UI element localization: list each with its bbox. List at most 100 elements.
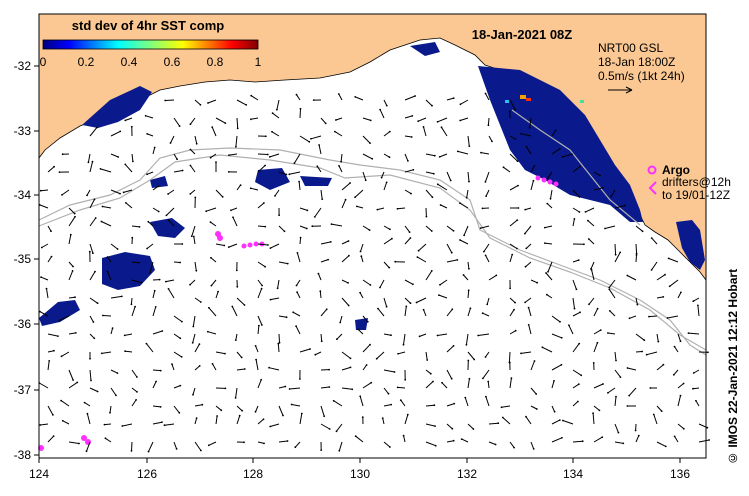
current-vector [446, 97, 454, 101]
current-vector-head [189, 193, 192, 195]
current-vector-head [179, 384, 182, 387]
current-vector-head [354, 196, 356, 199]
current-vector [299, 348, 311, 353]
current-vector-head [601, 436, 604, 439]
current-vector-head [320, 340, 323, 343]
current-vector [404, 153, 409, 162]
current-vector-head [431, 196, 434, 199]
current-vector-head [261, 324, 263, 326]
current-vector-head [254, 410, 257, 413]
current-vector-head [536, 281, 538, 284]
current-vector [257, 165, 266, 173]
current-vector [674, 346, 679, 353]
current-vector [215, 415, 218, 425]
current-vector [152, 290, 156, 299]
current-vector-head [124, 163, 127, 166]
current-vector [194, 343, 200, 353]
current-vector [310, 135, 322, 140]
current-vector [68, 441, 80, 444]
current-vector-head [514, 108, 517, 111]
current-vector [340, 153, 343, 162]
current-vector-head [285, 173, 288, 176]
lat-axis: -32 -33 -34 -35 -36 -37 -38 [14, 59, 39, 462]
current-vector-head [708, 439, 710, 441]
current-vector-head [394, 260, 397, 263]
current-vector [668, 257, 679, 263]
current-vector-head [409, 302, 412, 305]
current-vector [544, 225, 553, 229]
current-vector-head [465, 343, 468, 346]
current-vector [192, 315, 196, 327]
current-vector-head [293, 162, 296, 165]
current-vector-head [220, 409, 223, 412]
current-vector-head [153, 289, 156, 292]
current-vector-head [520, 132, 522, 135]
current-vector-head [210, 284, 213, 287]
current-vector-head [527, 324, 530, 326]
lon-tick-label: 132 [457, 467, 477, 481]
current-vector [236, 368, 245, 371]
current-vector-head [224, 387, 227, 390]
current-vector-head [104, 437, 107, 440]
current-vector-head [402, 343, 405, 346]
current-vector-head [318, 144, 320, 146]
current-vector [478, 333, 490, 336]
current-vector [210, 221, 217, 227]
current-vector [320, 423, 330, 430]
current-vector [125, 350, 133, 353]
current-vector [110, 387, 117, 396]
current-vector [628, 387, 637, 396]
current-vector [656, 405, 663, 412]
current-vector [131, 441, 133, 451]
current-vector-head [159, 369, 162, 372]
current-vector-head [412, 283, 414, 286]
current-vector-head [235, 145, 237, 148]
current-vector [383, 297, 388, 307]
current-vector-head [484, 181, 487, 183]
current-vector-head [158, 278, 161, 281]
current-vector-head [641, 230, 644, 233]
current-vector-head [667, 257, 670, 260]
current-vector-head [516, 247, 518, 250]
current-vector-head [441, 381, 443, 384]
current-vector-head [269, 425, 272, 428]
current-vector-head [451, 308, 454, 311]
current-vector [336, 333, 343, 340]
current-vector [362, 171, 367, 181]
current-vector-head [71, 270, 74, 272]
current-vector-head [680, 291, 682, 294]
current-vector-head [236, 285, 239, 288]
current-vector-head [516, 160, 519, 163]
current-vector-head [434, 444, 437, 447]
current-vector [417, 256, 427, 263]
current-vector-head [524, 265, 527, 268]
current-vector [360, 243, 364, 252]
current-vector [40, 276, 49, 281]
current-vector-head [195, 269, 198, 272]
current-vector [484, 171, 490, 183]
current-vector-head [181, 320, 183, 323]
lon-axis: 124 126 128 130 132 134 136 [29, 458, 690, 481]
current-vector-head [436, 120, 439, 123]
current-vector-head [385, 104, 388, 107]
current-vector-head [284, 385, 287, 388]
current-vector-head [387, 392, 390, 395]
current-vector [572, 166, 581, 173]
current-vector [292, 311, 301, 317]
current-vector-head [195, 417, 198, 419]
current-vector-head [549, 197, 552, 200]
current-vector-head [577, 400, 579, 403]
current-vector [635, 254, 637, 263]
current-vector [487, 381, 490, 389]
info-box: NRT00 GSL 18-Jan 18:00Z 0.5m/s (1kt 24h) [598, 41, 685, 94]
current-vector-head [601, 186, 604, 189]
current-vector [125, 117, 133, 121]
current-vector-head [562, 419, 564, 422]
current-vector [215, 291, 219, 299]
current-vector [68, 216, 76, 227]
current-vector [331, 223, 343, 227]
current-vector [102, 315, 112, 317]
current-vector-head [88, 250, 91, 253]
current-vector [546, 294, 553, 299]
current-vector [423, 126, 427, 137]
